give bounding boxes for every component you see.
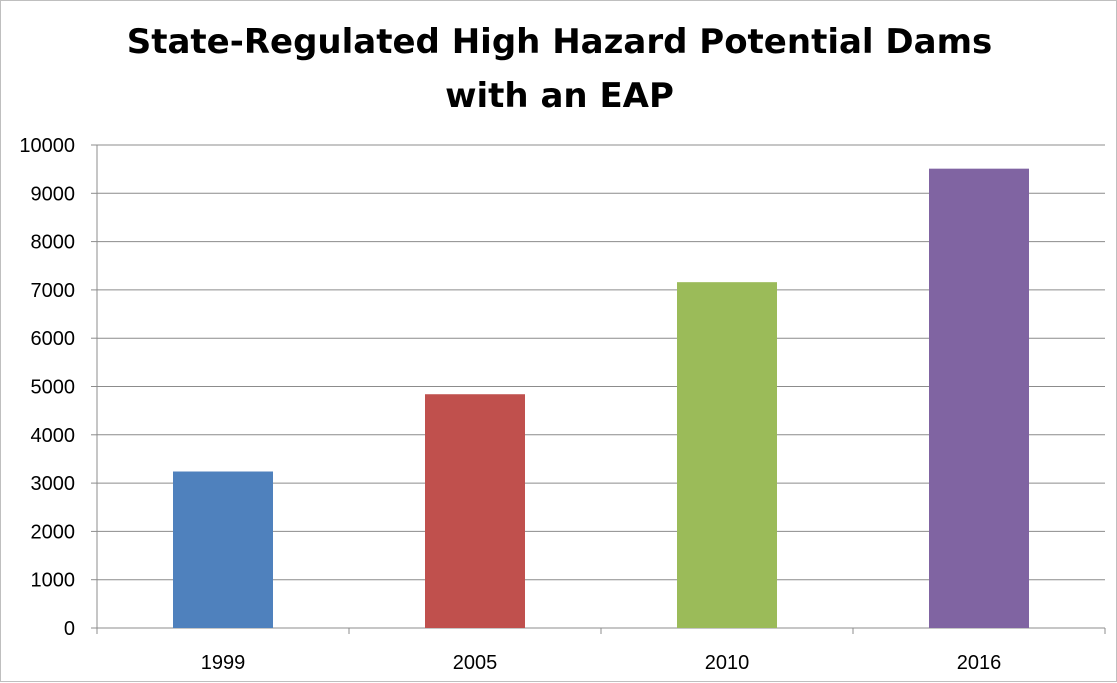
y-tick-label: 10000 xyxy=(19,135,75,157)
bar-2005 xyxy=(425,394,525,628)
y-tick-label: 2000 xyxy=(31,521,76,543)
y-tick-label: 4000 xyxy=(31,425,76,447)
x-tick-label: 1999 xyxy=(201,652,246,674)
y-tick-label: 6000 xyxy=(31,328,76,350)
chart-title-line-2: with an EAP xyxy=(445,76,674,116)
chart-title-line-1: State-Regulated High Hazard Potential Da… xyxy=(126,22,993,62)
x-tick-label: 2010 xyxy=(705,652,750,674)
y-tick-label: 3000 xyxy=(31,473,76,495)
x-tick-label: 2016 xyxy=(957,652,1002,674)
x-tick-label: 2005 xyxy=(453,652,498,674)
y-tick-label: 7000 xyxy=(31,280,76,302)
y-tick-label: 0 xyxy=(64,618,75,640)
y-tick-label: 8000 xyxy=(31,232,76,254)
chart-title: State-Regulated High Hazard Potential Da… xyxy=(1,15,1117,123)
y-tick-label: 9000 xyxy=(31,183,76,205)
bar-2010 xyxy=(677,282,777,628)
bar-1999 xyxy=(173,471,273,628)
y-tick-label: 5000 xyxy=(31,377,76,399)
bar-2016 xyxy=(929,168,1029,629)
y-tick-label: 1000 xyxy=(31,570,76,592)
